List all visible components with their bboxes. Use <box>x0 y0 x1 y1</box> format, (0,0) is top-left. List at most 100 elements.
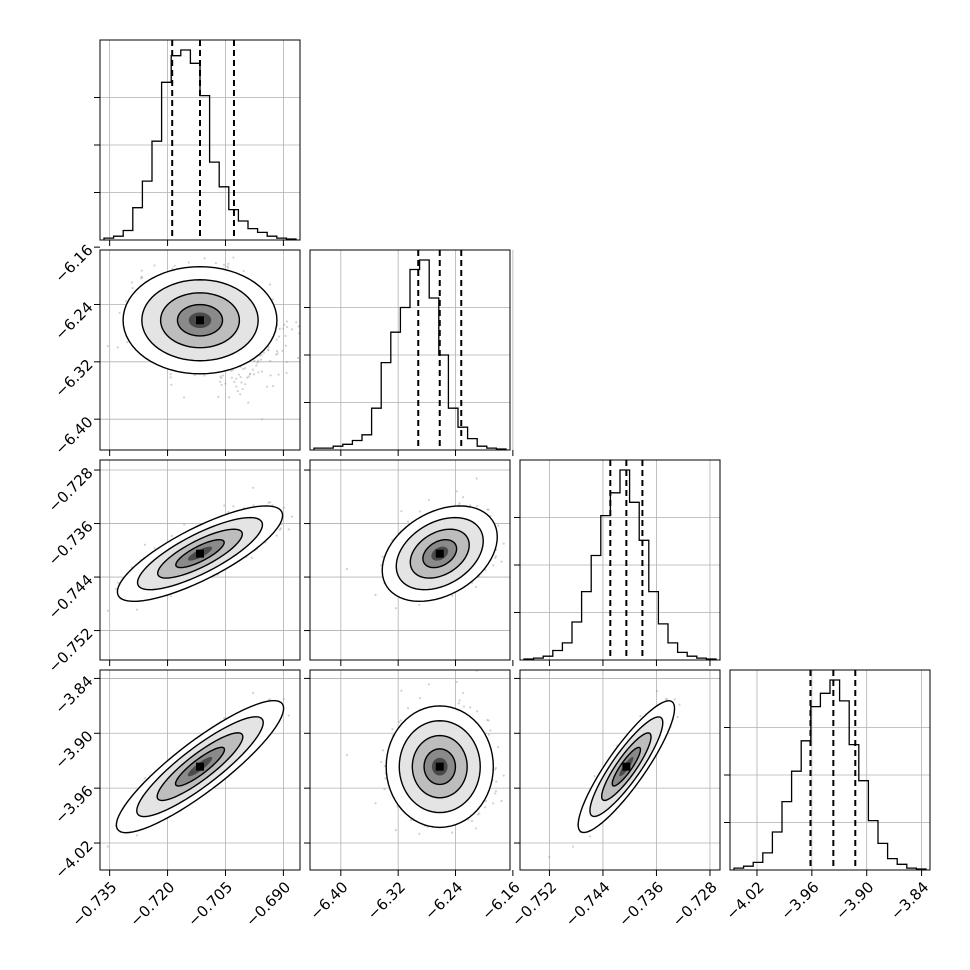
scatter-point <box>218 380 222 383</box>
contour-1 <box>395 516 484 591</box>
contour-0 <box>122 265 278 375</box>
contour-2 <box>156 528 244 579</box>
density-peak <box>196 549 204 558</box>
scatter-point <box>252 486 255 489</box>
scatter-point <box>140 269 143 272</box>
scatter-point <box>383 764 386 768</box>
contour-3 <box>175 538 225 569</box>
scatter-point <box>236 389 239 393</box>
scatter-point <box>427 683 430 686</box>
scatter-point <box>318 340 320 342</box>
scatter-point <box>106 344 109 348</box>
scatter-point <box>297 325 300 328</box>
scatter-point <box>494 555 498 558</box>
scatter-point <box>486 718 489 722</box>
scatter-point <box>262 351 266 354</box>
scatter-point <box>278 327 281 330</box>
scatter-point <box>267 349 270 352</box>
scatter-point <box>400 510 403 513</box>
scatter-point <box>287 528 290 531</box>
scatter-point <box>478 812 481 815</box>
scatter-point <box>238 393 242 396</box>
scatter-point <box>244 383 247 386</box>
contour-0 <box>115 699 285 834</box>
density-peak <box>435 549 444 558</box>
scatter-point <box>384 777 387 780</box>
scatter-point <box>493 768 497 771</box>
scatter-point <box>461 496 465 499</box>
scatter-point <box>381 749 384 752</box>
scatter-point <box>267 346 270 349</box>
scatter-panel-1-2 <box>304 459 514 666</box>
panel-frame <box>309 459 511 661</box>
contour-2 <box>159 292 241 349</box>
scatter-point <box>345 567 348 571</box>
scatter-point <box>484 806 487 809</box>
scatter-point <box>140 275 143 278</box>
scatter-point <box>495 780 498 783</box>
scatter-point <box>450 831 454 834</box>
scatter-point <box>285 360 288 364</box>
scatter-point <box>399 719 402 722</box>
scatter-point <box>260 370 264 373</box>
scatter-point <box>117 581 120 584</box>
scatter-point <box>249 372 252 375</box>
panel-frame <box>99 249 301 451</box>
scatter-point <box>116 346 119 349</box>
scatter-point <box>261 418 264 421</box>
scatter-point <box>246 376 249 379</box>
scatter-point <box>500 799 503 803</box>
scatter-point <box>170 534 173 538</box>
scatter-point <box>381 555 384 558</box>
scatter-point <box>494 792 497 795</box>
scatter-point <box>227 262 230 265</box>
scatter-point <box>383 788 386 791</box>
scatter-point <box>226 265 229 268</box>
scatter-point <box>141 276 144 279</box>
scatter-point <box>275 350 279 353</box>
scatter-point <box>118 311 121 314</box>
scatter-point <box>486 508 489 511</box>
scatter-point <box>240 381 243 384</box>
scatter-point <box>187 261 190 264</box>
scatter-point <box>220 376 223 380</box>
scatter-point <box>275 353 278 356</box>
scatter-point <box>223 246 225 248</box>
scatter-point <box>255 364 258 367</box>
panel-frame <box>309 249 511 451</box>
scatter-point <box>232 256 235 259</box>
scatter-point <box>487 508 490 511</box>
scatter-point <box>265 385 269 388</box>
contour-3 <box>422 538 458 569</box>
scatter-point <box>256 361 259 364</box>
scatter-point <box>455 490 458 493</box>
scatter-point <box>470 819 474 823</box>
scatter-panel-1-3 <box>304 669 514 876</box>
scatter-point <box>281 327 285 330</box>
scatter-point <box>260 353 263 357</box>
scatter-point <box>235 377 238 380</box>
contour-2 <box>156 732 244 802</box>
scatter-point <box>169 595 172 598</box>
scatter-panel-0-1 <box>94 246 320 456</box>
histogram-step-1 <box>313 259 507 450</box>
scatter-point <box>143 543 147 546</box>
scatter-point <box>275 534 278 537</box>
scatter-point <box>153 264 156 267</box>
hist-panel-0 <box>94 39 301 246</box>
contour-3 <box>174 746 226 787</box>
scatter-point <box>247 375 250 378</box>
scatter-point <box>281 349 284 353</box>
scatter-point <box>380 760 383 764</box>
scatter-point <box>269 374 272 377</box>
scatter-point <box>502 774 505 777</box>
scatter-point <box>278 528 281 531</box>
scatter-point <box>219 375 222 378</box>
scatter-point <box>500 560 503 563</box>
scatter-point <box>232 505 235 508</box>
scatter-point <box>277 335 281 338</box>
scatter-point <box>492 564 495 567</box>
scatter-point <box>487 733 490 736</box>
scatter-point <box>241 388 244 391</box>
scatter-point <box>502 542 505 545</box>
